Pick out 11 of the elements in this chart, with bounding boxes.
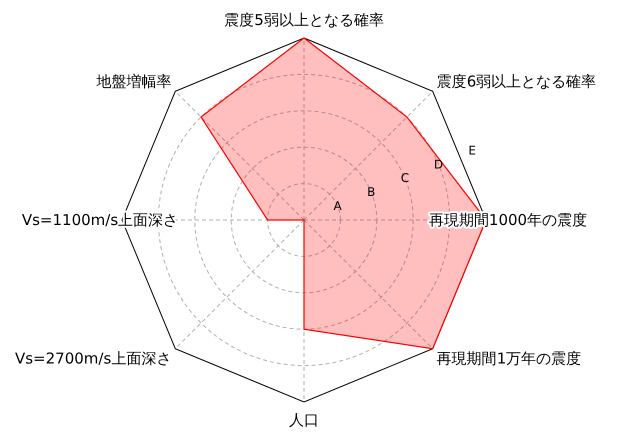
y-tick-label: A <box>334 199 343 214</box>
y-tick-label: D <box>434 157 444 172</box>
spoke-label: 震度5弱以上となる確率 <box>224 11 384 29</box>
y-tick-label: B <box>367 185 376 200</box>
spoke-label: 人口 <box>289 411 319 429</box>
spoke-label: Vs=2700m/s上面深さ <box>14 350 172 368</box>
y-tick-label: C <box>400 171 410 186</box>
spoke-label: 地盤増幅率 <box>95 72 172 90</box>
spoke-label: 震度6弱以上となる確率 <box>436 72 596 90</box>
y-tick-label: E <box>468 143 476 158</box>
spoke-label: 再現期間1万年の震度 <box>436 350 582 368</box>
